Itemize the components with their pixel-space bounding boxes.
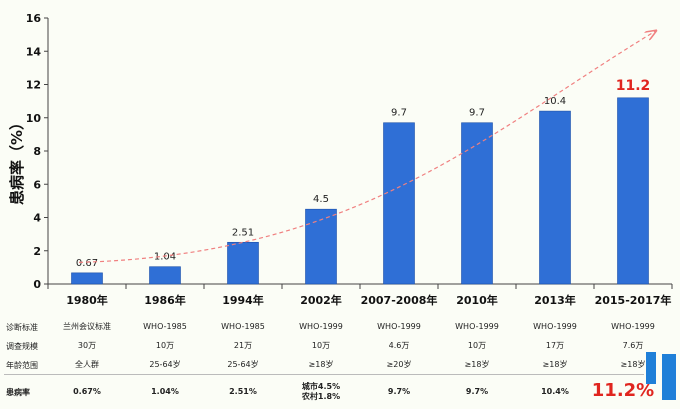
table-cell: 2.51% <box>229 387 257 396</box>
trend-arrow <box>78 31 655 263</box>
data-label: 1.04 <box>154 252 176 263</box>
table-cell: 4.6万 <box>388 341 410 350</box>
table-cell: 7.6万 <box>622 341 644 350</box>
x-tick-label: 2015-2017年 <box>595 293 672 307</box>
bar <box>71 272 103 285</box>
table-cell: 0.67% <box>73 387 101 396</box>
table-cell: 11.2% <box>591 380 655 401</box>
y-tick-label: 4 <box>33 212 41 225</box>
bar <box>539 110 571 285</box>
table-cell: ≥18岁 <box>542 360 568 369</box>
table-row-label: 年龄范围 <box>6 361 38 370</box>
table-cell: 全人群 <box>75 360 99 369</box>
y-tick-label: 8 <box>33 145 41 158</box>
data-label: 4.5 <box>313 194 329 205</box>
table-divider <box>4 374 644 375</box>
y-tick-label: 14 <box>26 45 42 58</box>
y-tick-label: 6 <box>33 178 41 191</box>
table-cell: WHO-1985 <box>143 322 187 331</box>
decorative-block <box>662 354 676 400</box>
table-cell: 25-64岁 <box>149 360 181 369</box>
table-row-label: 调查规模 <box>6 342 38 351</box>
table-cell: WHO-1999 <box>455 322 499 331</box>
table-row-label: 诊断标准 <box>6 323 38 332</box>
data-label: 2.51 <box>232 227 254 238</box>
table-cell: 17万 <box>545 341 565 350</box>
data-label: 10.4 <box>544 96 566 107</box>
table-cell-line: 城市4.5% <box>301 382 341 391</box>
table-cell: 9.7% <box>465 387 489 396</box>
table-row-label: 患病率 <box>6 388 30 397</box>
table-cell-line: 农村1.8% <box>301 392 341 401</box>
data-label: 9.7 <box>469 108 485 119</box>
table-cell: 城市4.5% 农村1.8% <box>302 382 340 402</box>
bar <box>461 122 493 285</box>
table-cell: WHO-1999 <box>533 322 577 331</box>
table-cell: ≥18岁 <box>620 360 646 369</box>
table-cell: 10万 <box>155 341 175 350</box>
bar <box>617 97 649 285</box>
y-tick-label: 16 <box>26 12 42 25</box>
bar <box>227 241 259 285</box>
table-cell: 30万 <box>77 341 97 350</box>
table-cell: 10万 <box>467 341 487 350</box>
y-tick-label: 12 <box>26 79 41 92</box>
x-tick-label: 2007-2008年 <box>361 293 438 307</box>
bar <box>305 208 337 285</box>
table-cell: ≥18岁 <box>308 360 334 369</box>
x-tick-label: 1980年 <box>66 293 108 307</box>
table-cell: ≥18岁 <box>464 360 490 369</box>
table-cell: WHO-1999 <box>299 322 343 331</box>
table-cell: ≥20岁 <box>386 360 412 369</box>
table-cell: 兰州会议标准 <box>63 322 111 331</box>
table-cell: 10.4% <box>541 387 569 396</box>
data-label: 9.7 <box>391 108 407 119</box>
table-cell: 25-64岁 <box>227 360 259 369</box>
x-tick-label: 2013年 <box>534 293 576 307</box>
data-label: 0.67 <box>76 258 98 269</box>
bar <box>383 122 415 285</box>
y-tick-label: 0 <box>33 278 41 291</box>
x-tick-label: 1994年 <box>222 293 264 307</box>
x-tick-label: 1986年 <box>144 293 186 307</box>
table-cell: WHO-1999 <box>377 322 421 331</box>
decorative-block <box>646 352 656 384</box>
y-axis-title: 患病率（%） <box>8 114 26 205</box>
table-cell: WHO-1999 <box>611 322 655 331</box>
table-cell: 9.7% <box>387 387 411 396</box>
bar <box>149 266 181 285</box>
x-tick-label: 2002年 <box>300 293 342 307</box>
table-cell: WHO-1985 <box>221 322 265 331</box>
table-cell: 21万 <box>233 341 253 350</box>
table-cell: 1.04% <box>151 387 179 396</box>
y-tick-label: 10 <box>26 112 42 125</box>
y-tick-label: 2 <box>33 245 41 258</box>
data-label: 11.2 <box>616 78 651 94</box>
x-tick-label: 2010年 <box>456 293 498 307</box>
table-cell: 10万 <box>311 341 331 350</box>
